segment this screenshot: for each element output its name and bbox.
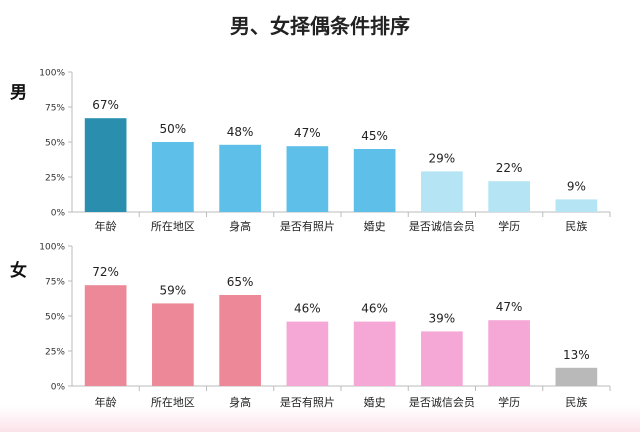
bar-women	[353, 321, 396, 386]
bar-men	[353, 149, 396, 212]
data-label-women: 59%	[160, 283, 187, 297]
data-label-women: 13%	[563, 348, 590, 362]
bar-women	[488, 320, 530, 386]
bar-women	[84, 285, 127, 386]
data-label-men: 48%	[227, 125, 254, 139]
data-label-women: 65%	[227, 275, 254, 289]
category-label-men: 婚史	[364, 219, 386, 233]
bar-men	[152, 142, 194, 212]
category-label-women: 年龄	[95, 395, 117, 409]
category-label-men: 学历	[498, 219, 520, 233]
y-tick-label-men: 25%	[45, 174, 65, 184]
y-tick-label-women: 100%	[39, 243, 65, 253]
category-label-women: 婚史	[364, 395, 386, 409]
category-label-women: 是否诚信会员	[409, 396, 475, 409]
y-tick-label-women: 50%	[45, 313, 65, 323]
category-label-women: 所在地区	[151, 396, 195, 409]
category-label-men: 身高	[229, 219, 251, 233]
bar-women	[555, 367, 598, 386]
bar-men	[555, 199, 598, 212]
panel-label-men: 男	[10, 83, 27, 103]
data-label-men: 29%	[429, 151, 456, 165]
category-label-men: 民族	[565, 219, 587, 233]
bar-women	[421, 331, 463, 386]
data-label-men: 22%	[496, 161, 523, 175]
category-label-women: 身高	[229, 395, 251, 409]
bar-men	[84, 118, 127, 212]
data-label-women: 46%	[361, 302, 388, 316]
data-label-men: 45%	[361, 129, 388, 143]
category-label-men: 所在地区	[151, 220, 195, 233]
y-tick-label-women: 25%	[45, 348, 65, 358]
panel-label-women: 女	[10, 261, 27, 281]
data-label-women: 72%	[92, 265, 119, 279]
data-label-women: 39%	[429, 311, 456, 325]
category-label-women: 是否有照片	[280, 395, 335, 409]
data-label-men: 50%	[160, 122, 187, 136]
y-tick-label-men: 100%	[39, 69, 65, 79]
category-label-women: 民族	[565, 395, 587, 409]
bar-men	[488, 181, 530, 212]
y-tick-label-men: 50%	[45, 139, 65, 149]
y-tick-label-men: 0%	[51, 209, 66, 219]
data-label-men: 47%	[294, 126, 321, 140]
data-label-women: 46%	[294, 302, 321, 316]
category-label-men: 是否有照片	[280, 219, 335, 233]
bottom-decoration	[0, 406, 640, 432]
category-label-men: 是否诚信会员	[409, 220, 475, 233]
bar-men	[421, 171, 463, 212]
bar-women	[286, 321, 329, 386]
bar-men	[286, 146, 329, 212]
y-tick-label-women: 75%	[45, 278, 65, 288]
category-label-women: 学历	[498, 395, 520, 409]
data-label-men: 9%	[567, 179, 586, 193]
y-tick-label-women: 0%	[51, 383, 66, 393]
chart-title: 男、女择偶条件排序	[230, 14, 410, 38]
category-label-men: 年龄	[95, 219, 117, 233]
data-label-men: 67%	[92, 98, 119, 112]
bar-women	[152, 303, 194, 386]
y-tick-label-men: 75%	[45, 104, 65, 114]
data-label-women: 47%	[496, 300, 523, 314]
bar-men	[219, 144, 261, 212]
bar-women	[219, 295, 261, 386]
